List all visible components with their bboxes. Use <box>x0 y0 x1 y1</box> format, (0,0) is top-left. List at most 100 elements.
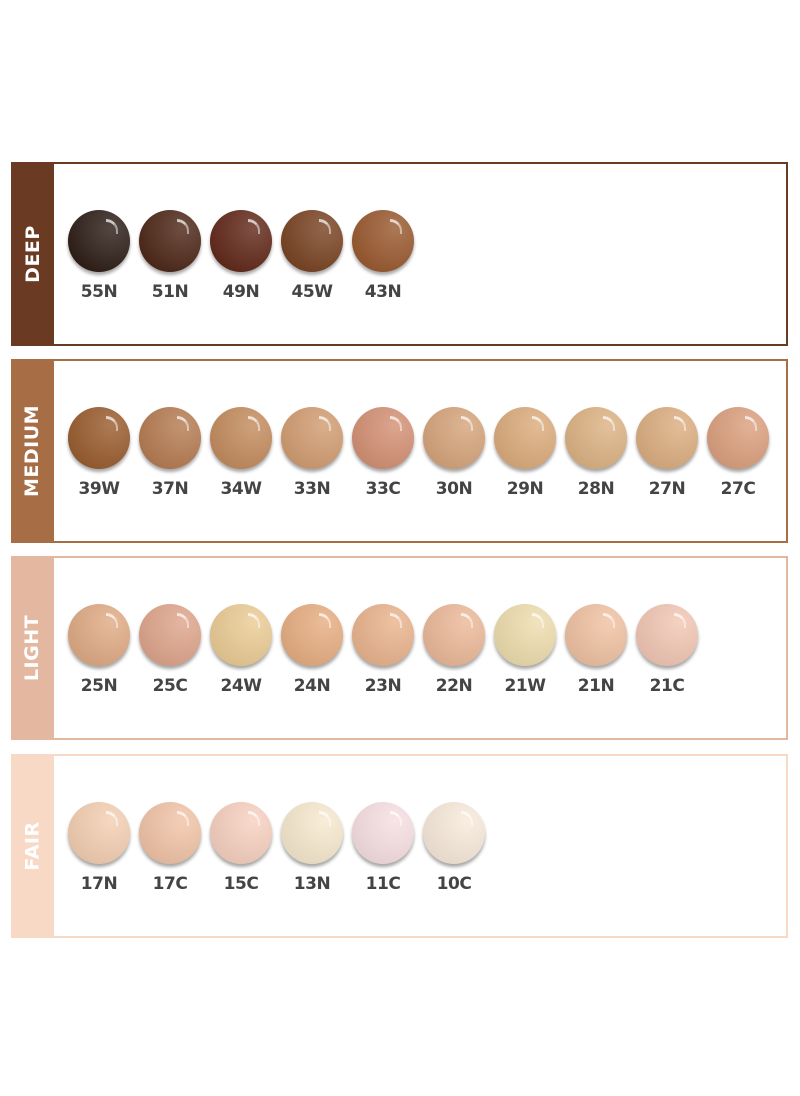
shade-code: 55N <box>80 282 118 302</box>
shade-item[interactable]: 25N <box>67 604 131 696</box>
group-label: DEEP <box>21 225 44 283</box>
shade-group-fair: FAIR 17N 17C 15C 13N 11C 10C <box>11 754 788 938</box>
shade-code: 10C <box>436 874 472 894</box>
shade-swatch[interactable] <box>423 802 485 864</box>
shade-swatch[interactable] <box>68 407 130 469</box>
shade-item[interactable]: 27C <box>706 407 770 499</box>
shade-code: 45W <box>291 282 333 302</box>
shade-code: 11C <box>365 874 401 894</box>
shade-code: 27C <box>720 479 756 499</box>
shade-item[interactable]: 49N <box>209 210 273 302</box>
group-label-tab: FAIR <box>11 754 54 938</box>
shade-code: 34W <box>220 479 262 499</box>
shade-swatch[interactable] <box>210 604 272 666</box>
shade-code: 17N <box>80 874 118 894</box>
shade-code: 23N <box>364 676 402 696</box>
shade-swatch[interactable] <box>565 407 627 469</box>
shade-swatch[interactable] <box>352 407 414 469</box>
shade-item[interactable]: 21W <box>493 604 557 696</box>
shade-swatch[interactable] <box>565 604 627 666</box>
group-label: MEDIUM <box>21 404 44 498</box>
shade-swatch[interactable] <box>352 802 414 864</box>
shade-item[interactable]: 39W <box>67 407 131 499</box>
shade-code: 21W <box>504 676 546 696</box>
shade-item[interactable]: 55N <box>67 210 131 302</box>
shade-code: 30N <box>435 479 473 499</box>
shade-item[interactable]: 25C <box>138 604 202 696</box>
shade-code: 51N <box>151 282 189 302</box>
shade-item[interactable]: 17C <box>138 802 202 894</box>
shade-swatch[interactable] <box>707 407 769 469</box>
shade-item[interactable]: 29N <box>493 407 557 499</box>
shade-swatch[interactable] <box>281 802 343 864</box>
shade-item[interactable]: 33C <box>351 407 415 499</box>
shade-item[interactable]: 10C <box>422 802 486 894</box>
shade-swatch[interactable] <box>423 604 485 666</box>
shade-swatch[interactable] <box>68 604 130 666</box>
shade-code: 49N <box>222 282 260 302</box>
shade-swatch[interactable] <box>352 210 414 272</box>
group-label-tab: MEDIUM <box>11 359 54 543</box>
shade-code: 43N <box>364 282 402 302</box>
shade-swatch[interactable] <box>68 802 130 864</box>
shade-code: 25C <box>152 676 188 696</box>
shade-code: 24W <box>220 676 262 696</box>
shade-item[interactable]: 23N <box>351 604 415 696</box>
shade-swatch[interactable] <box>636 407 698 469</box>
shade-swatch[interactable] <box>139 407 201 469</box>
shade-code: 37N <box>151 479 189 499</box>
shade-item[interactable]: 24N <box>280 604 344 696</box>
shade-swatch[interactable] <box>352 604 414 666</box>
shade-item[interactable]: 21C <box>635 604 699 696</box>
shade-code: 13N <box>293 874 331 894</box>
shade-item[interactable]: 15C <box>209 802 273 894</box>
shade-swatch[interactable] <box>68 210 130 272</box>
group-label-tab: DEEP <box>11 162 54 346</box>
shade-item[interactable]: 51N <box>138 210 202 302</box>
shade-code: 24N <box>293 676 331 696</box>
shade-swatch[interactable] <box>210 802 272 864</box>
shade-swatch[interactable] <box>636 604 698 666</box>
shade-code: 27N <box>648 479 686 499</box>
group-label-tab: LIGHT <box>11 556 54 740</box>
shade-item[interactable]: 24W <box>209 604 273 696</box>
shade-item[interactable]: 17N <box>67 802 131 894</box>
shade-swatch[interactable] <box>281 210 343 272</box>
shade-swatch[interactable] <box>210 407 272 469</box>
shade-swatch[interactable] <box>210 210 272 272</box>
group-label: FAIR <box>21 821 44 871</box>
shade-item[interactable]: 11C <box>351 802 415 894</box>
shade-item[interactable]: 13N <box>280 802 344 894</box>
shade-group-light: LIGHT 25N 25C 24W 24N 23N 22N 21W 21N 21C <box>11 556 788 740</box>
shade-item[interactable]: 45W <box>280 210 344 302</box>
shade-item[interactable]: 22N <box>422 604 486 696</box>
shade-group-medium: MEDIUM 39W 37N 34W 33N 33C 30N 29N 28N 27N 27C <box>11 359 788 543</box>
shade-item[interactable]: 34W <box>209 407 273 499</box>
shade-swatch[interactable] <box>423 407 485 469</box>
shade-item[interactable]: 27N <box>635 407 699 499</box>
shade-code: 22N <box>435 676 473 696</box>
shade-code: 29N <box>506 479 544 499</box>
shade-code: 25N <box>80 676 118 696</box>
shade-item[interactable]: 30N <box>422 407 486 499</box>
shade-item[interactable]: 33N <box>280 407 344 499</box>
shade-item[interactable]: 28N <box>564 407 628 499</box>
shade-code: 15C <box>223 874 259 894</box>
shade-swatch[interactable] <box>139 604 201 666</box>
shade-item[interactable]: 21N <box>564 604 628 696</box>
shade-swatch[interactable] <box>281 407 343 469</box>
shade-code: 28N <box>577 479 615 499</box>
shade-code: 21N <box>577 676 615 696</box>
shade-code: 39W <box>78 479 120 499</box>
shade-swatch[interactable] <box>139 802 201 864</box>
shade-code: 33N <box>293 479 331 499</box>
shade-group-deep: DEEP 55N 51N 49N 45W 43N <box>11 162 788 346</box>
shade-swatch[interactable] <box>139 210 201 272</box>
shade-item[interactable]: 37N <box>138 407 202 499</box>
shade-swatch[interactable] <box>494 604 556 666</box>
shade-swatch[interactable] <box>281 604 343 666</box>
shade-swatch[interactable] <box>494 407 556 469</box>
shade-item[interactable]: 43N <box>351 210 415 302</box>
group-label: LIGHT <box>21 614 44 682</box>
shade-code: 17C <box>152 874 188 894</box>
